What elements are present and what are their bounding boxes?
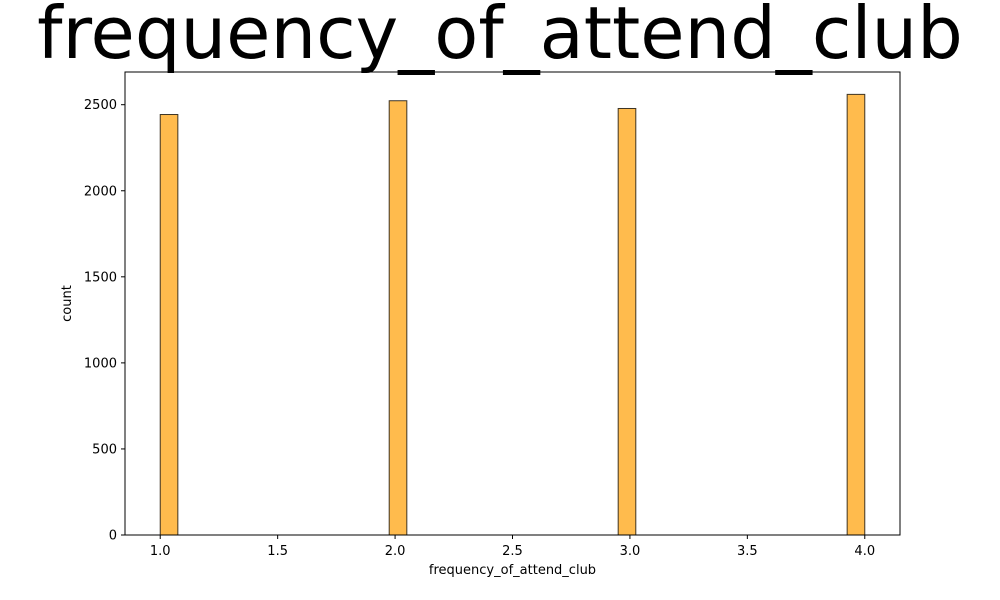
histogram-bar (388, 100, 408, 536)
x-tick-label: 4.0 (854, 544, 875, 559)
histogram-bar (159, 114, 179, 536)
histogram-bar (617, 107, 637, 536)
x-axis-ticks: 1.0 1.5 2.0 2.5 3.0 3.5 4.0 (150, 535, 875, 559)
x-tick-label: 2.5 (502, 544, 523, 559)
y-tick-label: 2500 (84, 98, 117, 113)
x-axis-label: frequency_of_attend_club (429, 563, 596, 578)
x-tick-label: 1.5 (267, 544, 288, 559)
y-axis-ticks: 0 500 1000 1500 2000 2500 (84, 98, 125, 544)
y-tick-label: 500 (92, 442, 117, 457)
chart-title: frequency_of_attend_club (37, 0, 963, 75)
y-axis-label: count (60, 285, 75, 322)
x-tick-label: 3.5 (737, 544, 758, 559)
bars-layer (159, 93, 866, 536)
histogram-bar (846, 93, 866, 536)
x-tick-label: 2.0 (385, 544, 406, 559)
y-tick-label: 2000 (84, 184, 117, 199)
plot-frame (124, 71, 901, 536)
y-tick-label: 0 (109, 529, 117, 544)
x-tick-label: 1.0 (150, 544, 171, 559)
x-tick-label: 3.0 (620, 544, 641, 559)
y-tick-label: 1000 (84, 356, 117, 371)
y-tick-label: 1500 (84, 270, 117, 285)
